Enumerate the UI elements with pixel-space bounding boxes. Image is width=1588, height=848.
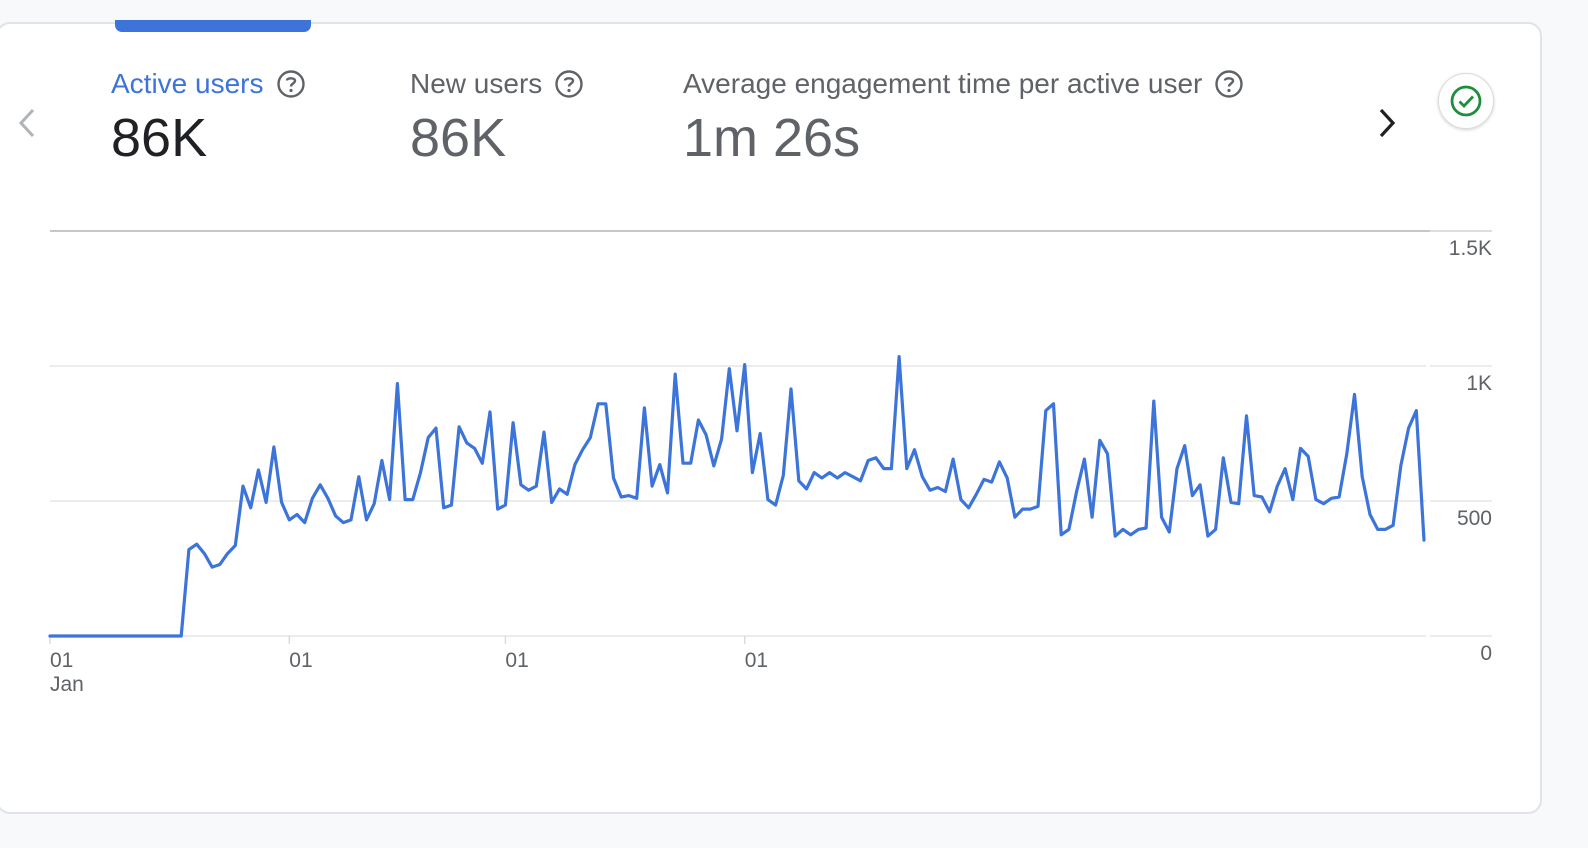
selected-tab-indicator (115, 20, 311, 32)
help-circle-icon[interactable] (1214, 69, 1244, 99)
y-tick-label: 1.5K (1449, 237, 1492, 260)
metric-value: 86K (410, 108, 507, 168)
series-line-active-users (48, 355, 1426, 638)
x-tick-label: 01 (50, 649, 73, 672)
x-tick-label: 01 (745, 649, 768, 672)
metric-value: 86K (111, 108, 208, 168)
metric-tab-average-engagement-time[interactable]: Average engagement time per active user … (683, 64, 1244, 168)
y-tick-label: 0 (1480, 642, 1492, 665)
metric-value: 1m 26s (683, 108, 861, 168)
next-metrics-button[interactable] (1370, 104, 1404, 142)
chevron-right-icon (1379, 108, 1396, 138)
y-tick-label: 500 (1457, 507, 1492, 530)
x-tick-label: 01 (505, 649, 528, 672)
metric-label: Active users (111, 68, 264, 99)
metrics-card (0, 22, 1542, 814)
metric-tab-new-users[interactable]: New users 86K (410, 64, 584, 168)
chevron-left-icon (18, 108, 35, 138)
metric-label: New users (410, 68, 543, 99)
x-tick-sublabel: Jan (50, 673, 84, 696)
previous-metrics-button[interactable] (12, 105, 42, 141)
help-circle-icon[interactable] (276, 69, 306, 99)
metric-tab-active-users[interactable]: Active users 86K (111, 64, 306, 168)
metric-label: Average engagement time per active user (683, 68, 1203, 99)
check-circle-icon (1450, 85, 1482, 117)
x-tick-label: 01 (289, 649, 312, 672)
help-circle-icon[interactable] (554, 69, 584, 99)
status-badge[interactable] (1438, 73, 1494, 129)
y-tick-label: 1K (1466, 372, 1492, 395)
